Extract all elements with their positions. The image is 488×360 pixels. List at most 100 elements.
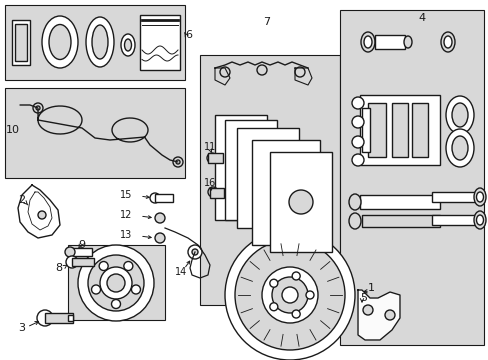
Circle shape — [262, 267, 317, 323]
Circle shape — [224, 230, 354, 360]
Circle shape — [288, 190, 312, 214]
Ellipse shape — [475, 192, 483, 202]
Circle shape — [65, 247, 75, 257]
Circle shape — [351, 136, 363, 148]
Ellipse shape — [348, 213, 360, 229]
Circle shape — [91, 285, 101, 294]
Text: 16: 16 — [203, 178, 216, 188]
Text: 7: 7 — [263, 17, 269, 27]
Circle shape — [150, 193, 160, 203]
Circle shape — [269, 279, 277, 287]
Ellipse shape — [451, 103, 467, 127]
Ellipse shape — [473, 211, 485, 229]
Bar — [359, 95, 439, 165]
Ellipse shape — [86, 17, 114, 67]
Circle shape — [384, 310, 394, 320]
Ellipse shape — [121, 34, 135, 56]
Ellipse shape — [42, 16, 78, 68]
Bar — [411, 103, 427, 157]
Bar — [374, 35, 404, 49]
Circle shape — [33, 103, 43, 113]
Circle shape — [107, 274, 125, 292]
Ellipse shape — [475, 215, 483, 225]
Text: 1: 1 — [367, 283, 374, 293]
Ellipse shape — [124, 39, 131, 51]
Text: 6: 6 — [184, 30, 192, 40]
Bar — [224, 120, 276, 220]
Circle shape — [123, 261, 133, 270]
Bar — [68, 245, 164, 320]
Circle shape — [273, 180, 297, 204]
Circle shape — [294, 67, 305, 77]
Circle shape — [187, 245, 202, 259]
Text: 12: 12 — [120, 210, 132, 220]
Bar — [215, 115, 266, 220]
Text: 8: 8 — [55, 263, 62, 273]
Circle shape — [155, 233, 164, 243]
Bar — [431, 192, 479, 202]
Text: 4: 4 — [417, 13, 424, 23]
Circle shape — [111, 300, 120, 309]
Circle shape — [305, 291, 313, 299]
Circle shape — [282, 287, 297, 303]
Bar — [207, 153, 223, 163]
Circle shape — [292, 310, 300, 318]
Text: 2: 2 — [18, 195, 25, 205]
Bar — [359, 195, 439, 209]
Circle shape — [207, 187, 218, 197]
Bar — [5, 88, 184, 178]
Circle shape — [271, 277, 307, 313]
Ellipse shape — [451, 136, 467, 160]
Text: 3: 3 — [18, 323, 25, 333]
Circle shape — [351, 97, 363, 109]
Bar — [269, 152, 331, 252]
Circle shape — [292, 272, 300, 280]
Ellipse shape — [440, 32, 454, 52]
Bar — [140, 15, 180, 70]
Ellipse shape — [443, 36, 451, 48]
Circle shape — [155, 213, 164, 223]
Text: 9: 9 — [78, 240, 85, 250]
Ellipse shape — [445, 96, 473, 134]
Circle shape — [66, 256, 78, 268]
Polygon shape — [357, 290, 399, 340]
Circle shape — [206, 153, 217, 163]
Text: 13: 13 — [120, 230, 132, 240]
Ellipse shape — [92, 25, 108, 59]
Bar — [251, 140, 319, 245]
Bar — [68, 315, 73, 321]
Text: 11: 11 — [203, 142, 216, 152]
Circle shape — [78, 245, 154, 321]
Bar — [339, 10, 483, 345]
Bar — [431, 215, 479, 225]
Bar — [155, 194, 173, 202]
Bar — [200, 55, 339, 305]
Circle shape — [235, 240, 345, 350]
Circle shape — [38, 211, 46, 219]
Circle shape — [269, 303, 277, 311]
Text: 14: 14 — [175, 267, 187, 277]
Circle shape — [176, 160, 180, 164]
Circle shape — [192, 249, 198, 255]
Circle shape — [88, 255, 143, 311]
Circle shape — [173, 157, 183, 167]
Bar — [367, 103, 385, 157]
Circle shape — [351, 154, 363, 166]
Circle shape — [37, 310, 53, 326]
Text: 15: 15 — [120, 190, 132, 200]
Bar — [237, 128, 298, 228]
Ellipse shape — [348, 194, 360, 210]
Circle shape — [256, 166, 280, 190]
Text: 5: 5 — [359, 293, 366, 303]
Bar — [12, 20, 30, 65]
Circle shape — [131, 285, 140, 294]
Ellipse shape — [445, 129, 473, 167]
Bar — [45, 313, 73, 323]
Circle shape — [239, 158, 263, 182]
Ellipse shape — [403, 36, 411, 48]
Bar — [70, 248, 92, 256]
Circle shape — [362, 305, 372, 315]
Ellipse shape — [473, 188, 485, 206]
Bar — [15, 24, 27, 61]
Bar — [391, 103, 407, 157]
